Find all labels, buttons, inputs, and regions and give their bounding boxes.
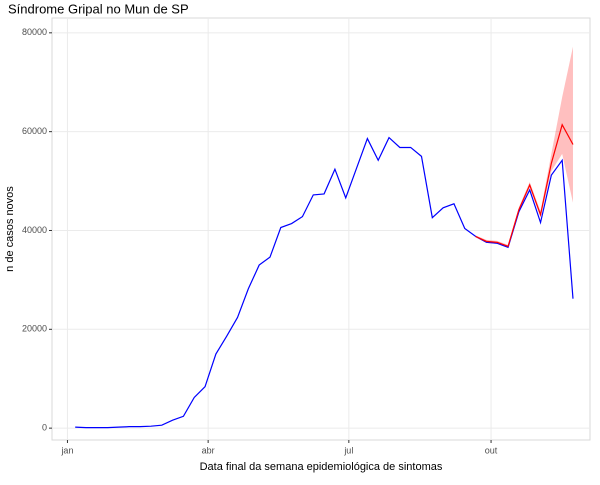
ribbon [475, 46, 573, 248]
y-tick-label: 80000 [22, 27, 47, 37]
x-tick-label: out [485, 445, 498, 455]
line [475, 123, 574, 248]
x-tick-label: jul [343, 445, 353, 455]
x-tick-label: abr [202, 445, 215, 455]
y-tick-label: 0 [42, 423, 47, 433]
x-tick-label: jan [60, 445, 73, 455]
plot-panel [51, 17, 591, 441]
y-tick-label: 60000 [22, 126, 47, 136]
y-tick-label: 20000 [22, 324, 47, 334]
y-axis-label: n de casos novos [4, 186, 16, 272]
chart-title: Síndrome Gripal no Mun de SP [8, 1, 189, 16]
line [75, 136, 574, 429]
x-axis-label: Data final da semana epidemiológica de s… [200, 461, 443, 473]
y-tick-label: 40000 [22, 225, 47, 235]
